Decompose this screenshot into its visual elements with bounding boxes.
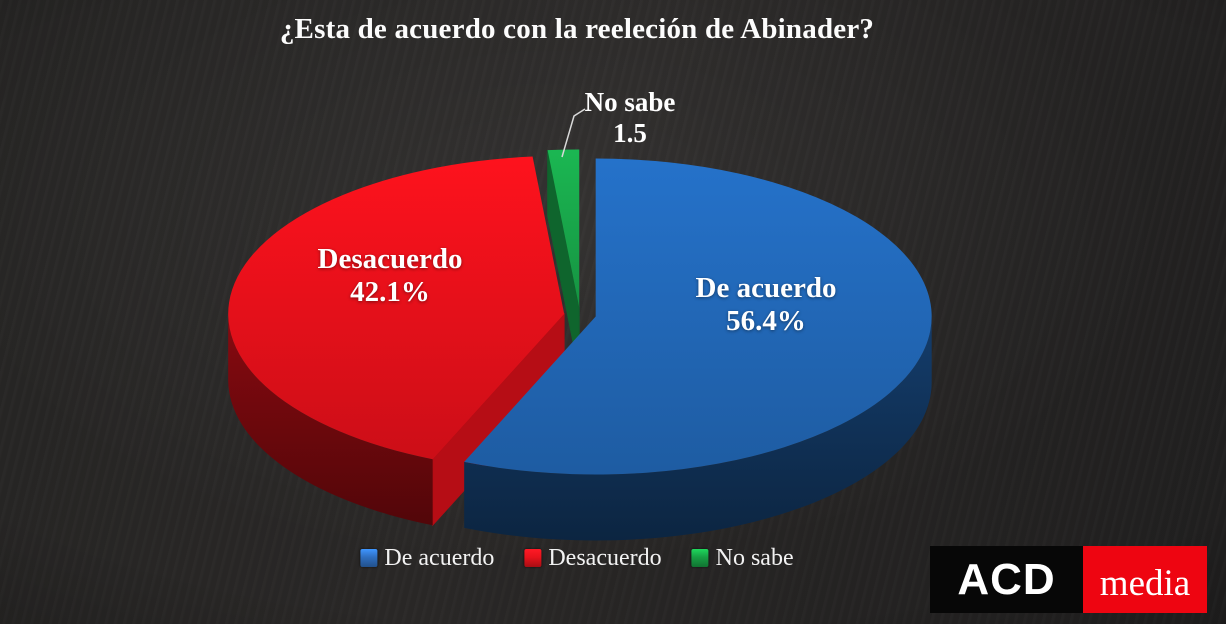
logo-secondary-text: media: [1099, 562, 1191, 604]
legend-label: Desacuerdo: [548, 545, 662, 571]
pie-slice-side-0: [464, 316, 932, 541]
legend-item-no-sabe: No sabe: [691, 545, 794, 571]
pie-slice-top-1: [228, 156, 565, 460]
slice-callout-no-sabe: No sabe 1.5: [585, 87, 676, 149]
logo-primary-text: ACD: [957, 554, 1056, 604]
pie-slice-top-0: [464, 158, 932, 475]
legend-item-de-acuerdo: De acuerdo: [360, 546, 494, 570]
chart-legend: De acuerdo Desacuerdo No sabe: [360, 545, 794, 571]
slice-name: Desacuerdo: [317, 243, 463, 275]
pie-slice-top-2: [547, 149, 580, 308]
legend-swatch-blue-icon: [360, 549, 378, 567]
legend-swatch-green-icon: [691, 549, 709, 567]
slice-name: De acuerdo: [695, 272, 837, 304]
slice-value: 1.5: [613, 118, 647, 148]
legend-label: No sabe: [715, 545, 794, 571]
slice-label-desacuerdo: Desacuerdo 42.1%: [318, 243, 463, 309]
slice-value: 56.4%: [726, 305, 806, 337]
slice-label-de-acuerdo: De acuerdo 56.4%: [696, 272, 837, 338]
logo-primary-box: ACD: [930, 546, 1083, 613]
logo-secondary-box: media: [1083, 546, 1207, 613]
acd-media-logo: ACD media: [930, 546, 1207, 613]
legend-item-desacuerdo: Desacuerdo: [524, 545, 662, 571]
chart-title: ¿Esta de acuerdo con la reeleción de Abi…: [279, 13, 875, 45]
pie-slice-side-1: [228, 313, 433, 526]
legend-label: De acuerdo: [384, 545, 495, 571]
slice-name: No sabe: [584, 87, 676, 117]
legend-swatch-red-icon: [524, 549, 542, 567]
slice-value: 42.1%: [350, 276, 430, 308]
callout-leader-line: [561, 108, 586, 158]
